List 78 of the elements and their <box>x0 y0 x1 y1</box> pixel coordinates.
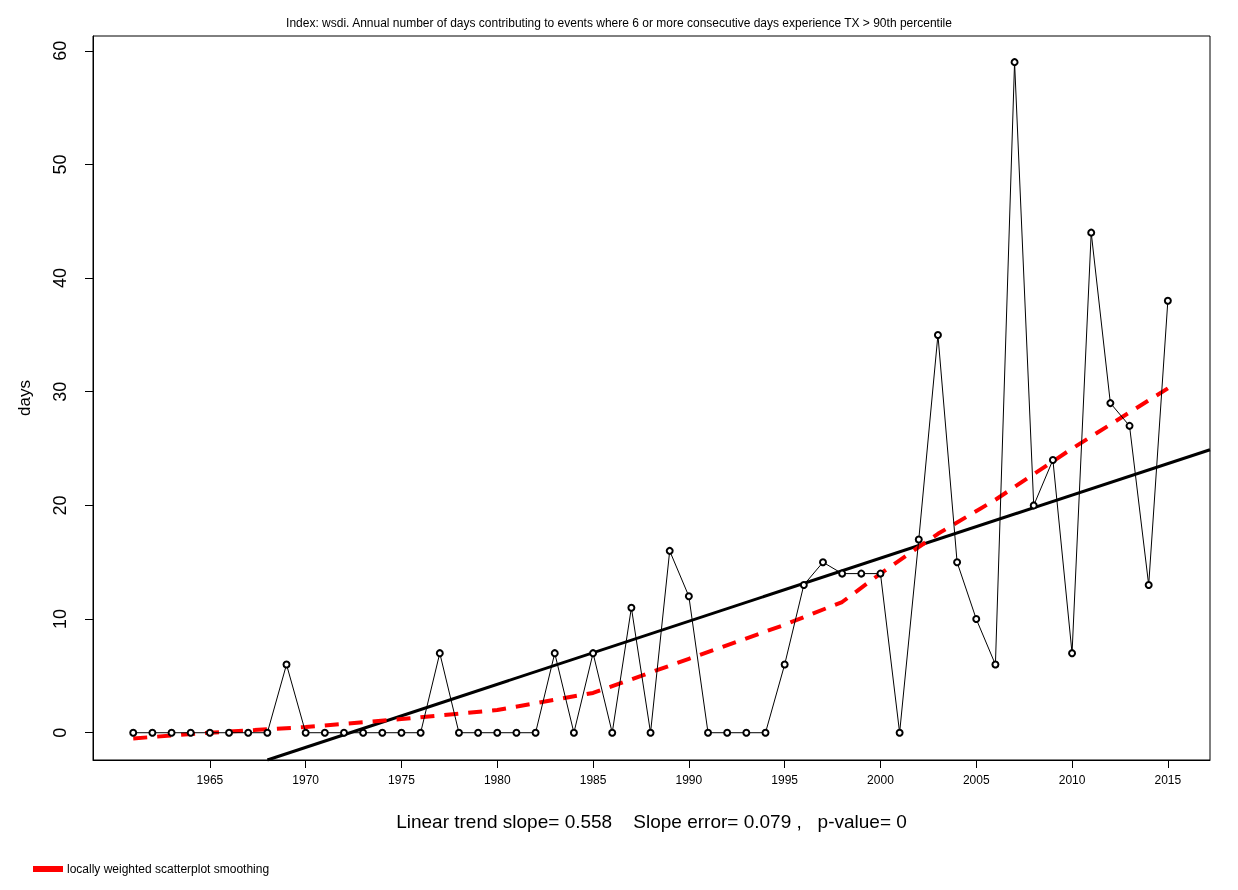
y-tick-label: 0 <box>50 727 70 738</box>
point <box>1087 228 1096 237</box>
point <box>359 728 368 737</box>
point <box>378 728 387 737</box>
point <box>838 569 847 578</box>
point <box>589 649 598 658</box>
point <box>416 728 425 737</box>
x-tick-label: 2010 <box>1058 773 1086 787</box>
point <box>953 558 962 567</box>
point <box>148 728 157 737</box>
x-tick-label: 2015 <box>1154 773 1182 787</box>
point <box>340 728 348 737</box>
point <box>1125 421 1134 430</box>
point <box>876 569 885 578</box>
point <box>972 615 981 624</box>
y-tick-label: 50 <box>50 154 70 175</box>
point <box>761 728 770 737</box>
point <box>799 580 808 589</box>
point <box>225 728 234 737</box>
y-tick-label: 10 <box>50 609 70 630</box>
y-tick-label: 20 <box>50 495 70 516</box>
point <box>780 660 789 669</box>
point <box>684 592 693 601</box>
point <box>474 728 483 737</box>
point <box>857 569 866 578</box>
legend-label: locally weighted scatterplot smoothing <box>67 862 270 876</box>
x-tick-label: 1980 <box>483 773 511 787</box>
point <box>129 728 138 737</box>
x-tick-label: 1965 <box>196 773 224 787</box>
point <box>704 728 713 737</box>
point <box>818 558 827 567</box>
point <box>914 535 923 544</box>
point <box>1106 399 1115 408</box>
point <box>531 728 540 737</box>
line-series <box>131 386 1170 741</box>
point <box>263 728 272 737</box>
point <box>320 728 329 737</box>
point <box>742 728 751 737</box>
point <box>1048 455 1057 464</box>
point <box>167 728 176 737</box>
point <box>244 728 253 737</box>
y-tick-label: 40 <box>50 268 70 289</box>
x-tick-label: 2000 <box>867 773 895 787</box>
point <box>186 728 195 737</box>
x-tick-label: 1990 <box>675 773 703 787</box>
point <box>646 728 655 737</box>
point <box>454 728 463 737</box>
point <box>205 728 214 737</box>
point <box>282 660 291 669</box>
point <box>512 728 521 737</box>
x-tick-label: 1985 <box>579 773 607 787</box>
y-axis-title: days <box>15 380 34 416</box>
point <box>493 728 502 737</box>
y-tick-label: 30 <box>50 381 70 402</box>
x-tick-label: 1975 <box>388 773 416 787</box>
point <box>301 728 310 737</box>
point <box>1068 649 1077 658</box>
point <box>1163 296 1172 305</box>
point <box>991 660 1000 669</box>
point <box>435 649 444 658</box>
point <box>1029 501 1038 510</box>
point <box>627 603 636 612</box>
point <box>569 728 578 737</box>
x-tick-label: 1995 <box>771 773 799 787</box>
point <box>1144 580 1153 589</box>
point <box>933 330 942 339</box>
chart-title: Index: wsdi. Annual number of days contributing to events where 6 or more consecutive days experience TX > 90th percentile <box>286 16 953 30</box>
y-tick-label: 60 <box>50 40 70 61</box>
point <box>397 728 406 737</box>
x-axis-title: Linear trend slope= 0.558 Slope error= 0.079 , p-value= 0 <box>396 811 907 832</box>
point <box>723 728 732 737</box>
point <box>550 649 559 658</box>
x-tick-label: 2005 <box>962 773 990 787</box>
point <box>608 728 617 737</box>
point <box>665 546 674 555</box>
x-tick-label: 1970 <box>292 773 320 787</box>
point <box>1010 58 1019 67</box>
point <box>895 728 904 737</box>
